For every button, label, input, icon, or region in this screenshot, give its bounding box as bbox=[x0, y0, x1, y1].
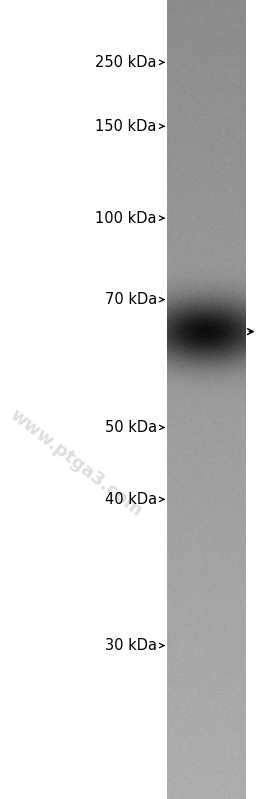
Text: 150 kDa: 150 kDa bbox=[95, 119, 157, 133]
Text: 70 kDa: 70 kDa bbox=[104, 292, 157, 307]
Text: 250 kDa: 250 kDa bbox=[95, 55, 157, 70]
Text: 40 kDa: 40 kDa bbox=[105, 492, 157, 507]
Text: 30 kDa: 30 kDa bbox=[105, 638, 157, 653]
Text: 50 kDa: 50 kDa bbox=[105, 420, 157, 435]
Text: www.ptga3.com: www.ptga3.com bbox=[6, 406, 145, 521]
Text: 100 kDa: 100 kDa bbox=[95, 211, 157, 225]
